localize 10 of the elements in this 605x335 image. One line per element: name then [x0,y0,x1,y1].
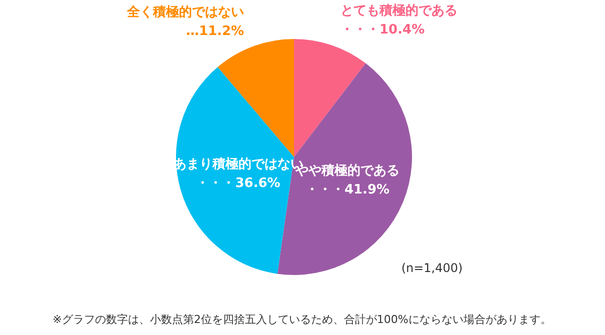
text: ※グラフの数字は、小数点第2位を四捨五入しているため、合計が100%にならない場合があります。 [52,313,552,326]
slice-label: 全く積極的ではない [126,4,244,20]
text: (n=1,400) [401,261,463,275]
data-label: ・・・41.9% [305,182,390,198]
slice-label: とても積極的である [340,4,458,19]
data-label: ・・・36.6% [196,176,280,192]
data-label: ・・・10.4% [340,22,425,38]
pie-slice [218,39,294,157]
data-label: …11.2% [186,24,244,39]
pie-slice [294,39,366,157]
